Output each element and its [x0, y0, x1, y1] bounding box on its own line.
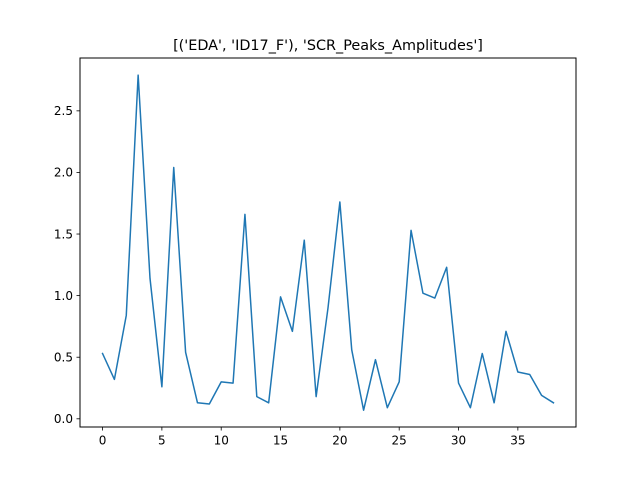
- chart-title: [('EDA', 'ID17_F'), 'SCR_Peaks_Amplitude…: [173, 38, 483, 54]
- x-tick-label: 0: [99, 434, 107, 448]
- y-tick-label: 2.0: [54, 166, 73, 180]
- series-layer: [101, 74, 555, 411]
- y-tick-label: 1.0: [54, 289, 73, 303]
- x-tick-label: 5: [158, 434, 166, 448]
- x-tick-label: 15: [273, 434, 288, 448]
- x-tick-label: 35: [510, 434, 525, 448]
- x-tick-label: 10: [214, 434, 229, 448]
- x-tick-label: 20: [332, 434, 347, 448]
- y-tick-label: 1.5: [54, 227, 73, 241]
- x-tick-label: 25: [392, 434, 407, 448]
- y-axis: 0.0 0.5 1.0 1.5 2.0 2.5: [54, 104, 80, 426]
- y-tick-label: 2.5: [54, 104, 73, 118]
- y-tick-label: 0.5: [54, 351, 73, 365]
- x-tick-label: 30: [451, 434, 466, 448]
- x-axis: 0 5 10 15 20 25 30 35: [99, 427, 525, 448]
- series-line: [101, 74, 555, 411]
- plot-frame: [79, 57, 577, 428]
- y-tick-label: 0.0: [54, 412, 73, 426]
